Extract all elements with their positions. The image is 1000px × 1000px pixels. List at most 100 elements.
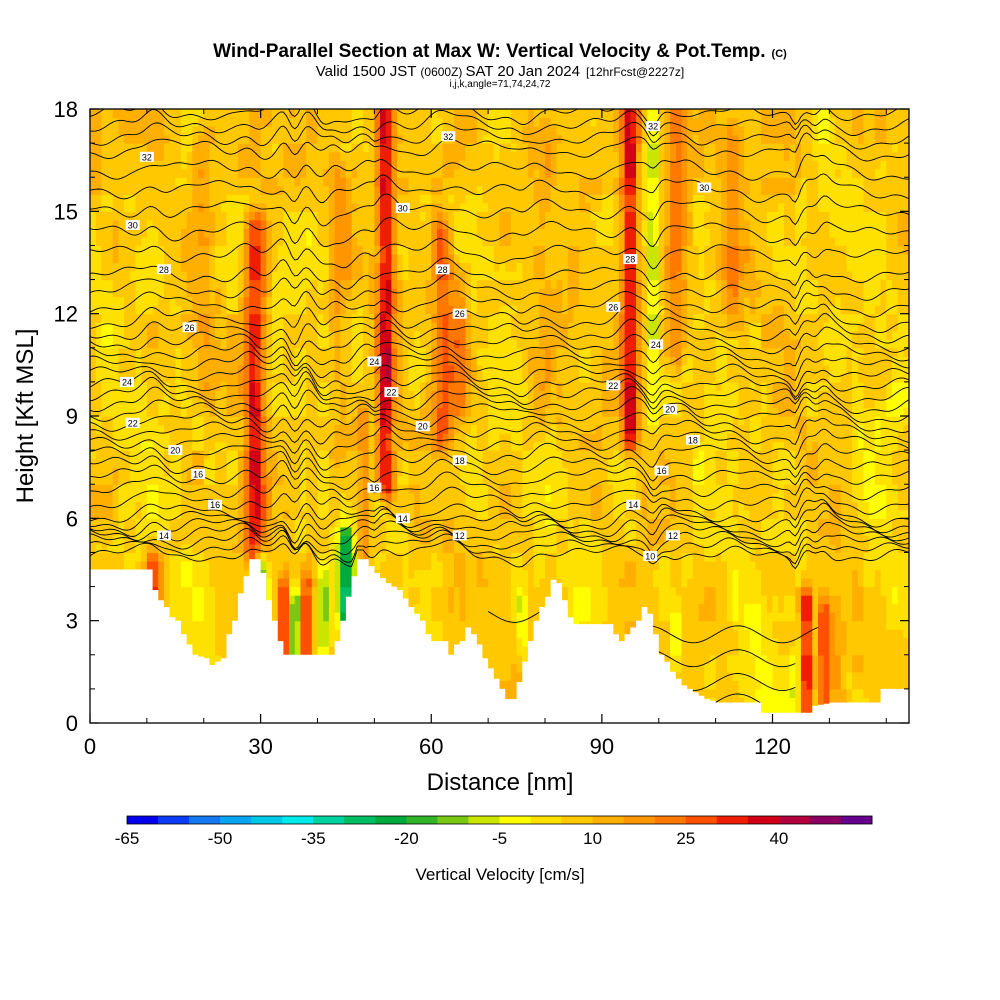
velocity-cell <box>465 595 472 605</box>
velocity-cell <box>448 117 455 127</box>
velocity-cell <box>323 560 330 571</box>
velocity-cell <box>334 288 341 298</box>
velocity-cell <box>118 228 125 238</box>
velocity-cell <box>203 339 211 349</box>
velocity-cell <box>408 211 415 221</box>
velocity-cell <box>277 126 284 136</box>
velocity-cell <box>431 339 438 349</box>
velocity-cell <box>175 364 182 374</box>
velocity-cell <box>141 168 148 178</box>
velocity-cell <box>254 509 262 519</box>
velocity-cell <box>436 467 444 477</box>
velocity-cell <box>311 629 319 639</box>
velocity-cell <box>141 313 148 323</box>
velocity-cell <box>402 569 410 579</box>
velocity-cell <box>283 450 290 460</box>
velocity-cell <box>465 467 472 477</box>
velocity-cell <box>129 143 137 153</box>
velocity-cell <box>374 160 381 170</box>
velocity-cell <box>163 492 171 502</box>
velocity-cell <box>277 168 284 178</box>
velocity-cell <box>431 433 438 443</box>
velocity-cell <box>311 177 319 187</box>
velocity-cell <box>101 322 108 332</box>
velocity-cell <box>107 501 114 511</box>
velocity-cell <box>380 347 387 357</box>
velocity-cell <box>243 262 250 272</box>
velocity-cell <box>254 271 262 281</box>
velocity-cell <box>334 578 341 588</box>
velocity-cell <box>397 330 404 340</box>
velocity-cell <box>175 211 182 221</box>
velocity-cell <box>345 424 353 434</box>
velocity-cell <box>152 117 159 127</box>
velocity-cell <box>272 168 279 178</box>
velocity-cell <box>175 271 182 281</box>
velocity-cell <box>380 168 387 178</box>
velocity-cell <box>300 262 307 272</box>
velocity-cell <box>249 288 256 298</box>
velocity-cell <box>209 339 216 349</box>
velocity-cell <box>129 467 137 477</box>
velocity-cell <box>158 253 165 264</box>
velocity-cell <box>448 296 455 306</box>
velocity-cell <box>118 211 125 221</box>
velocity-cell <box>215 578 222 588</box>
velocity-cell <box>226 433 233 443</box>
velocity-cell <box>317 603 324 613</box>
velocity-cell <box>237 373 245 383</box>
velocity-cell <box>448 578 455 588</box>
velocity-cell <box>90 194 97 204</box>
velocity-cell <box>351 313 358 323</box>
velocity-cell <box>181 296 188 306</box>
velocity-cell <box>397 543 404 554</box>
velocity-cell <box>442 526 449 536</box>
velocity-cell <box>408 245 415 255</box>
velocity-cell <box>425 356 432 366</box>
velocity-cell <box>101 109 108 119</box>
velocity-cell <box>163 424 171 434</box>
velocity-cell <box>283 407 290 417</box>
velocity-cell <box>186 134 193 144</box>
velocity-cell <box>118 407 125 417</box>
velocity-cell <box>129 356 137 366</box>
velocity-cell <box>471 143 478 153</box>
velocity-cell <box>289 296 296 306</box>
velocity-cell <box>459 126 466 136</box>
velocity-cell <box>374 117 381 127</box>
velocity-cell <box>454 398 461 409</box>
velocity-cell <box>146 168 154 178</box>
velocity-cell <box>220 194 228 204</box>
velocity-cell <box>129 313 137 323</box>
velocity-cell <box>135 194 142 204</box>
velocity-cell <box>454 552 461 562</box>
velocity-cell <box>311 646 319 656</box>
velocity-cell <box>448 595 455 605</box>
velocity-cell <box>289 518 296 528</box>
velocity-cell <box>101 228 108 238</box>
velocity-cell <box>163 305 171 315</box>
velocity-cell <box>459 620 466 630</box>
velocity-cell <box>237 117 245 127</box>
velocity-cell <box>107 288 114 298</box>
velocity-cell <box>249 202 256 212</box>
velocity-cell <box>226 117 233 127</box>
velocity-cell <box>328 552 336 562</box>
velocity-cell <box>209 398 216 409</box>
velocity-cell <box>442 560 449 571</box>
velocity-cell <box>414 271 421 281</box>
velocity-cell <box>289 202 296 212</box>
velocity-cell <box>215 236 222 247</box>
velocity-cell <box>345 407 353 417</box>
velocity-cell <box>465 612 472 622</box>
velocity-cell <box>454 288 461 298</box>
velocity-cell <box>442 185 449 195</box>
velocity-cell <box>118 518 125 528</box>
velocity-cell <box>431 126 438 136</box>
velocity-cell <box>357 424 364 434</box>
velocity-cell <box>146 467 154 477</box>
velocity-cell <box>306 441 313 451</box>
velocity-cell <box>385 339 393 349</box>
velocity-cell <box>374 134 381 144</box>
velocity-cell <box>351 109 358 119</box>
